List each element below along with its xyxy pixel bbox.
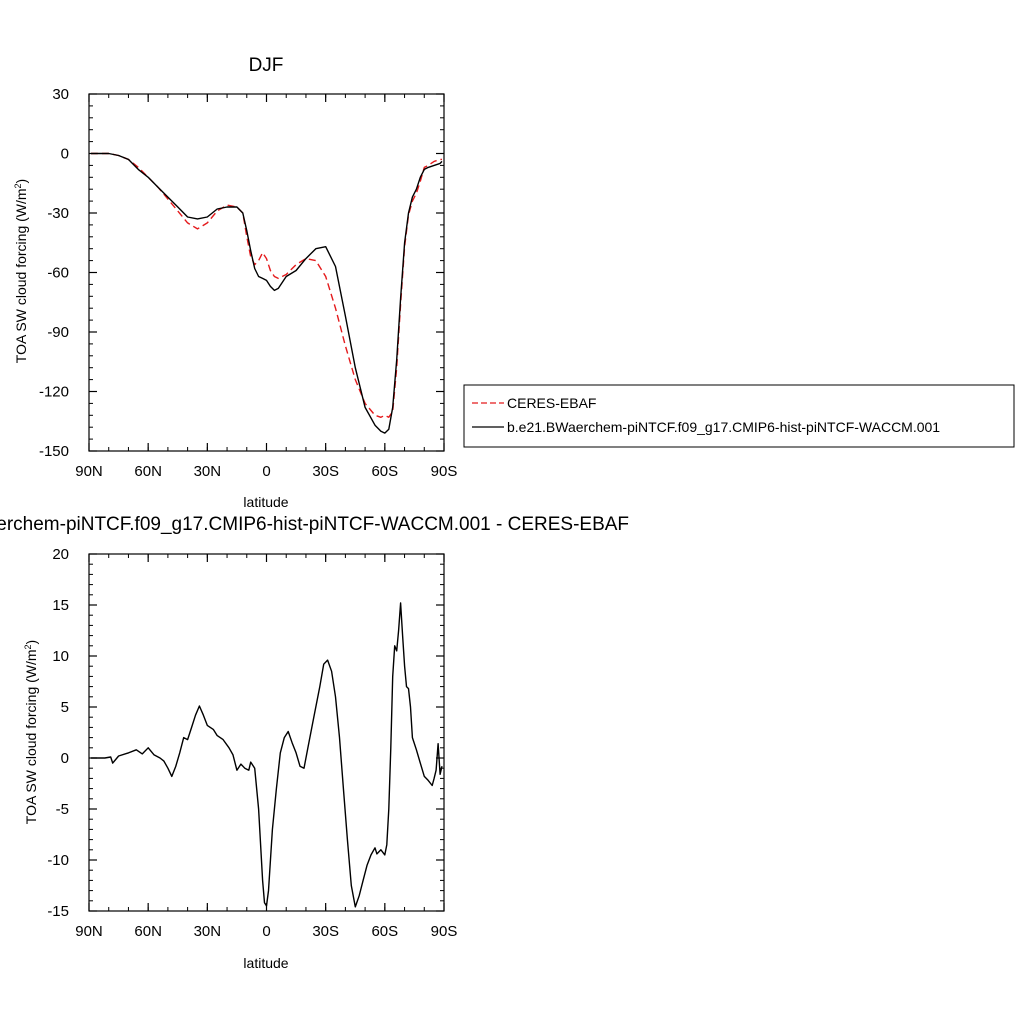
bottom-y-tick-label: -10 [47, 852, 69, 869]
bottom-x-tick-label: 0 [262, 923, 270, 940]
top-series-line-2 [91, 152, 443, 434]
top-y-tick-label: -150 [39, 443, 69, 460]
top-x-tick-label: 60S [371, 463, 398, 480]
bottom-ylabel-close: ) [23, 640, 39, 645]
bottom-plot-frame [88, 553, 445, 912]
top-y-tick-label: -120 [39, 384, 69, 401]
bottom-ylabel-text: TOA SW cloud forcing (W/m [23, 649, 39, 824]
top-x-tick-label: 90N [75, 463, 103, 480]
bottom-chart-ylabel: TOA SW cloud forcing (W/m2) [23, 640, 39, 824]
top-x-tick-label: 30S [312, 463, 339, 480]
top-y-tick-label: -60 [47, 265, 69, 282]
top-chart-ylabel: TOA SW cloud forcing (W/m2) [13, 179, 29, 363]
bottom-chart-xlabel: latitude [243, 955, 288, 971]
legend-label-ceres: CERES-EBAF [507, 395, 596, 411]
bottom-x-tick-label: 60S [371, 923, 398, 940]
bottom-x-tick-label: 90N [75, 923, 103, 940]
bottom-y-tick-label: 0 [61, 750, 69, 767]
top-x-tick-label: 30N [194, 463, 222, 480]
top-x-tick-label: 90S [431, 463, 458, 480]
legend: CERES-EBAF b.e21.BWaerchem-piNTCF.f09_g1… [463, 384, 1015, 448]
top-series-line-1 [91, 152, 442, 418]
top-x-tick-label: 0 [262, 463, 270, 480]
top-ylabel-text: TOA SW cloud forcing (W/m [13, 188, 29, 363]
bottom-chart-panel: 90N 60N 30N 0 30S 60S 90S 20 15 10 5 0 -5 -10 -15 [47, 546, 457, 940]
top-ylabel-sup: 2 [13, 183, 23, 188]
bottom-x-tick-label: 60N [134, 923, 162, 940]
top-x-tick-label: 60N [134, 463, 162, 480]
top-chart-title: DJF [249, 55, 284, 76]
bottom-y-tick-label: -5 [56, 801, 69, 818]
bottom-x-tick-label: 30S [312, 923, 339, 940]
bottom-y-tick-label: 15 [52, 597, 69, 614]
legend-box [463, 384, 1015, 448]
top-chart-xlabel: latitude [243, 494, 288, 510]
bottom-y-tick-label: -15 [47, 903, 69, 920]
bottom-x-tick-label: 30N [194, 923, 222, 940]
bottom-ylabel-sup: 2 [23, 644, 33, 649]
top-y-tick-label: -90 [47, 324, 69, 341]
top-y-tick-label: 0 [61, 146, 69, 163]
top-y-tick-label: -30 [47, 205, 69, 222]
bottom-chart-title: b.e21.BWaerchem-piNTCF.f09_g17.CMIP6-his… [0, 514, 629, 535]
bottom-y-tick-label: 20 [52, 546, 69, 563]
bottom-x-tick-label: 90S [431, 923, 458, 940]
legend-label-model: b.e21.BWaerchem-piNTCF.f09_g17.CMIP6-his… [507, 419, 940, 435]
top-y-tick-label: 30 [52, 86, 69, 103]
top-chart-panel: 90N 60N 30N 0 30S 60S 90S 30 0 -30 -60 -90 -120 -150 [39, 86, 457, 480]
bottom-y-tick-label: 5 [61, 699, 69, 716]
bottom-series-line-1 [91, 602, 443, 908]
top-plot-frame [88, 93, 445, 452]
top-ylabel-close: ) [13, 179, 29, 184]
bottom-y-tick-label: 10 [52, 648, 69, 665]
